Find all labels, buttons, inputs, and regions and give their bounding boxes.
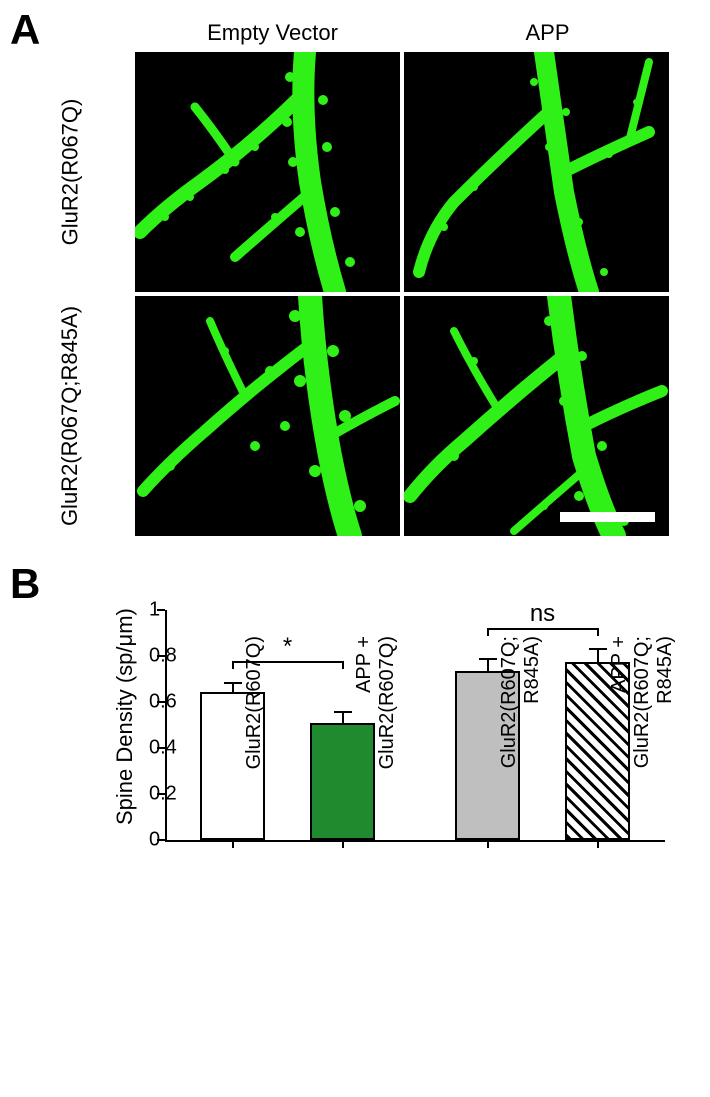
x-category-label: GluR2(R607Q;R845A): [498, 630, 544, 850]
panel-a-col-headers: Empty Vector APP: [135, 20, 685, 46]
error-cap: [334, 711, 352, 713]
bar-chart: 00.20.40.60.81GluR2(R607Q)APP +GluR2(R60…: [165, 610, 665, 840]
significance-bracket: [488, 628, 598, 630]
row-label-glur2-r067q: GluR2(R067Q): [55, 52, 85, 292]
x-tick: [232, 840, 234, 848]
dendrite-drawing: [135, 296, 400, 536]
col-header-app: APP: [410, 20, 685, 46]
x-tick: [487, 840, 489, 848]
micrograph-r2c1: [135, 296, 400, 536]
significance-label: *: [268, 633, 308, 661]
x-tick: [597, 840, 599, 848]
dendrite-drawing: [135, 52, 400, 292]
micrograph-row-1: GluR2(R067Q): [55, 52, 685, 292]
panel-a-label: A: [10, 6, 40, 54]
x-axis: [165, 840, 665, 842]
row-label-text: GluR2(R067Q;R845A): [57, 306, 83, 526]
x-category-label: APP +GluR2(R607Q;R845A): [608, 630, 677, 850]
significance-bracket-tick: [232, 661, 234, 669]
y-tick-label: 0: [149, 829, 153, 852]
micrograph-r2c2: [404, 296, 669, 536]
micrograph-row-2: GluR2(R067Q;R845A): [55, 296, 685, 536]
x-category-label: APP +GluR2(R607Q): [353, 630, 399, 850]
row-label-glur2-r067q-r845a: GluR2(R067Q;R845A): [55, 296, 85, 536]
y-tick-label: 0.4: [149, 737, 153, 760]
y-tick-label: 0.2: [149, 783, 153, 806]
dendrite-drawing: [404, 52, 669, 292]
panel-b-label: B: [10, 560, 40, 608]
significance-bracket: [233, 661, 343, 663]
micrograph-r1c1: [135, 52, 400, 292]
micrograph-r1c2: [404, 52, 669, 292]
dendrite-drawing: [404, 296, 669, 536]
significance-bracket-tick: [342, 661, 344, 669]
significance-label: ns: [523, 600, 563, 628]
significance-bracket-tick: [597, 628, 599, 636]
x-tick: [342, 840, 344, 848]
micrograph-grid: GluR2(R067Q): [55, 52, 685, 536]
panel-b: Spine Density (sp/μm) 00.20.40.60.81GluR…: [70, 590, 680, 1080]
error-bar: [597, 648, 599, 662]
y-axis-label: Spine Density (sp/μm): [112, 608, 138, 825]
row-label-text: GluR2(R067Q): [57, 99, 83, 246]
scale-bar: [560, 512, 655, 522]
y-tick-label: 0.6: [149, 691, 153, 714]
error-cap: [479, 658, 497, 660]
col-header-empty-vector: Empty Vector: [135, 20, 410, 46]
error-cap: [589, 648, 607, 650]
error-cap: [224, 682, 242, 684]
panel-a: Empty Vector APP GluR2(R067Q): [55, 20, 685, 536]
y-tick-label: 0.8: [149, 645, 153, 668]
y-tick-label: 1: [149, 599, 153, 622]
x-category-label: GluR2(R607Q): [243, 630, 266, 850]
significance-bracket-tick: [487, 628, 489, 636]
